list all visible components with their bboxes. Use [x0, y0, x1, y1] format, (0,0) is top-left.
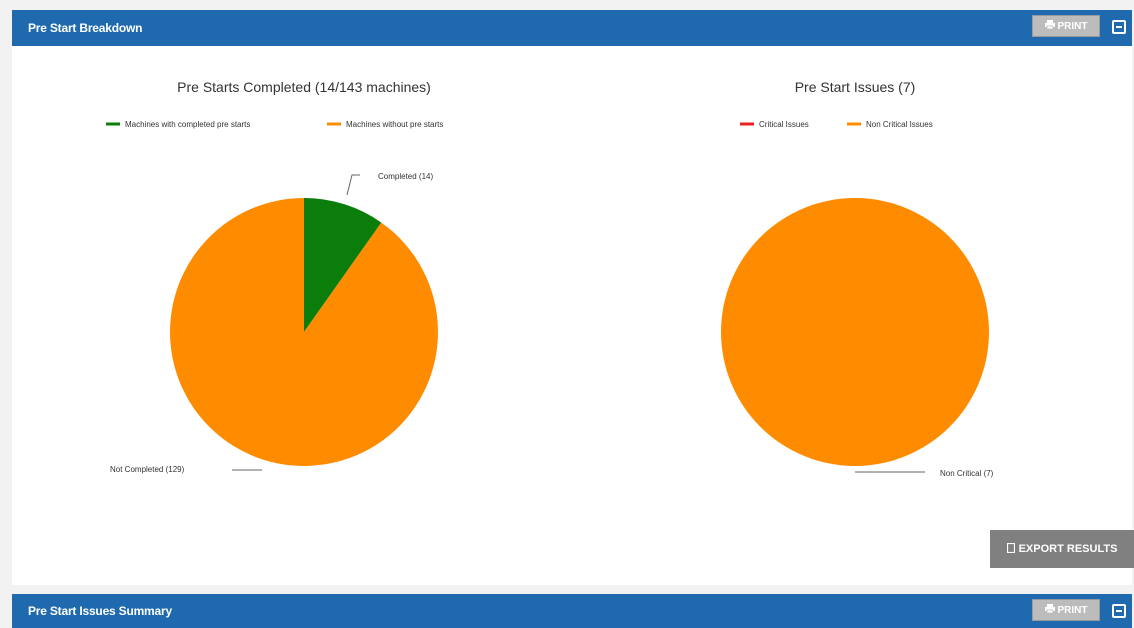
legend-entry[interactable]: Critical Issues [759, 120, 809, 129]
legend-entry[interactable]: Machines with completed pre starts [125, 120, 250, 129]
document-icon [1007, 543, 1015, 556]
slice-label: Non Critical (7) [940, 469, 994, 478]
pie-slice[interactable] [170, 198, 438, 466]
slice-label-connector [347, 175, 360, 195]
legend-entry[interactable]: Non Critical Issues [866, 120, 933, 129]
completed-chart: Pre Starts Completed (14/143 machines) M… [106, 79, 443, 474]
slice-label: Completed (14) [378, 172, 433, 181]
export-label: EXPORT RESULTS [1019, 543, 1118, 555]
issues-chart: Pre Start Issues (7) Critical Issues Non… [721, 79, 994, 478]
chart-title: Pre Starts Completed (14/143 machines) [177, 79, 431, 95]
slice-label: Not Completed (129) [110, 465, 185, 474]
legend-entry[interactable]: Machines without pre starts [346, 120, 443, 129]
export-results-button[interactable]: EXPORT RESULTS [990, 530, 1134, 568]
chart-title: Pre Start Issues (7) [795, 79, 916, 95]
pie-slice[interactable] [721, 198, 989, 466]
